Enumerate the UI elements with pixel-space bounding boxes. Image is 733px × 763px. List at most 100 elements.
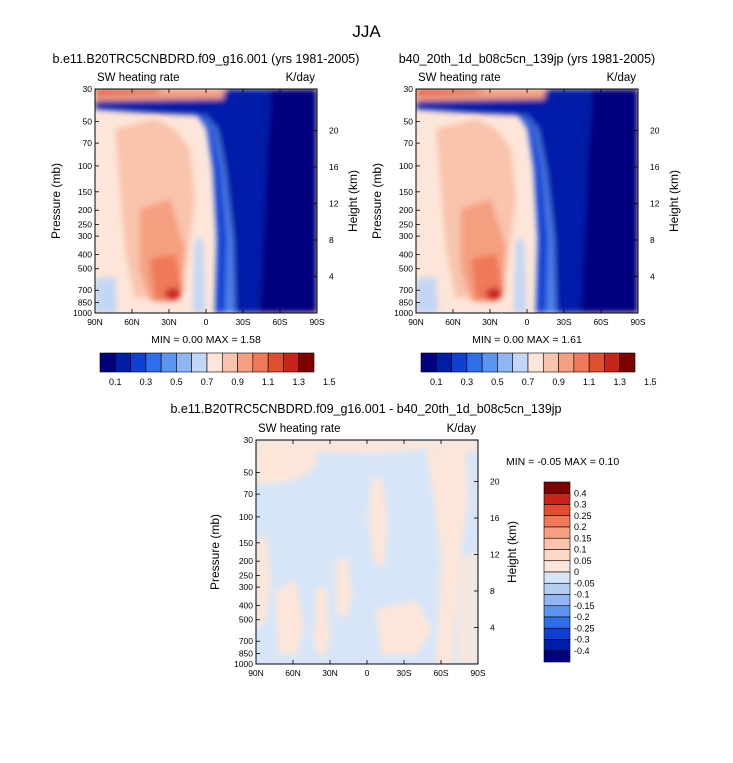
panel-a-colorbar-swatch — [298, 352, 315, 373]
panel-b-ytick-label: 850 — [399, 298, 413, 308]
panel-c-ytick-label: 500 — [239, 615, 253, 625]
panel-b-colorbar: 0.1 0.3 0.5 0.7 0.9 1.1 1.3 1.5 — [420, 352, 657, 387]
panel-b-right-label: K/day — [607, 72, 637, 84]
panel-b-colorbar-swatch — [527, 352, 544, 373]
panel-c-colorbar-swatch — [543, 616, 571, 629]
panel-a-ytick-label: 500 — [78, 264, 92, 274]
panel-b-ytick-label: 400 — [399, 249, 413, 259]
panel-c-colorbar-swatch — [543, 492, 571, 505]
panel-a-colorbar-label: 1.5 — [323, 377, 336, 387]
panel-c-colorbar-label: -0.15 — [574, 601, 595, 611]
panel-c-colorbar-label: -0.4 — [574, 646, 590, 656]
panel-a-ytick-right-label: 20 — [329, 125, 339, 135]
panel-c-colorbar-label: 0.1 — [574, 545, 587, 555]
page-title: JJA — [352, 22, 381, 41]
panel-b-ytick-label: 200 — [399, 205, 413, 215]
panel-b-colorbar-swatch — [619, 352, 636, 373]
panel-a-ytick-label: 700 — [78, 285, 92, 295]
panel-a-ytick-label: 400 — [78, 249, 92, 259]
panel-b-xtick-label: 90S — [630, 317, 645, 327]
panel-a-colorbar-label: 0.1 — [109, 377, 122, 387]
panel-a-title: b.e11.B20TRC5CNBDRD.f09_g16.001 (yrs 198… — [53, 52, 360, 66]
panel-c-colorbar-label: 0.3 — [574, 500, 587, 510]
panel-a-colorbar: 0.1 0.3 0.5 0.7 0.9 1.1 1.3 1.5 — [99, 352, 336, 387]
panel-c-colorbar-label: -0.25 — [574, 623, 595, 633]
panel-c-colorbar-swatch — [543, 481, 571, 494]
panel-c-right-label: K/day — [447, 423, 477, 435]
panel-b-colorbar-swatch — [497, 352, 514, 373]
panel-b-xtick-label: 30N — [482, 317, 498, 327]
panel-c-ytick-label: 300 — [239, 582, 253, 592]
panel-a-ytick-label: 50 — [83, 117, 93, 127]
panel-a-colorbar-swatch — [283, 352, 300, 373]
panel-b-ytick-label: 250 — [399, 219, 413, 229]
panel-a-ytick-right-label: 16 — [329, 162, 339, 172]
panel-a-ylabel: Pressure (mb) — [49, 163, 63, 239]
panel-b-ylabel-right: Height (km) — [667, 170, 681, 232]
panel-b-left-label: SW heating rate — [418, 72, 500, 84]
panel-a-xtick-label: 90N — [87, 317, 103, 327]
panel-a-ytick-right-label: 12 — [329, 198, 339, 208]
panel-c-xtick-label: 60N — [285, 668, 301, 678]
panel-a-colorbar-swatch — [99, 352, 116, 373]
panel-b-colorbar-swatch — [435, 352, 452, 373]
panel-c-xtick-label: 90S — [470, 668, 485, 678]
panel-b-colorbar-label: 0.7 — [522, 377, 535, 387]
panel-a-xtick-label: 30S — [235, 317, 250, 327]
panel-c-ytick-label: 700 — [239, 636, 253, 646]
panel-c-ytick-right-label: 12 — [490, 549, 500, 559]
panel-a-colorbar-swatch — [191, 352, 208, 373]
panel-c-colorbar-swatch — [543, 515, 571, 528]
panel-a-ytick-label: 1000 — [73, 308, 92, 318]
panel-c-colorbar-label: 0.05 — [574, 556, 592, 566]
panel-c-xtick-label: 0 — [365, 668, 370, 678]
panel-a-colorbar-swatch — [252, 352, 269, 373]
panel-b-xtick-label: 30S — [556, 317, 571, 327]
panel-c-colorbar-swatch — [543, 560, 571, 573]
panel-c-colorbar-label: -0.2 — [574, 612, 590, 622]
panel-a-colorbar-label: 1.3 — [292, 377, 305, 387]
panel-c-ytick-label: 200 — [239, 556, 253, 566]
panel-a-colorbar-label: 0.9 — [231, 377, 244, 387]
panel-b-colorbar-swatch — [542, 352, 559, 373]
panel-c-colorbar-swatch — [543, 537, 571, 550]
panel-b-ytick-label: 700 — [399, 285, 413, 295]
panel-a-colorbar-label: 1.1 — [262, 377, 275, 387]
panel-c-colorbar-swatch — [543, 627, 571, 640]
panel-c-ytick-label: 150 — [239, 538, 253, 548]
panel-c-ytick-right-label: 20 — [490, 476, 500, 486]
panel-c-ylabel: Pressure (mb) — [208, 514, 222, 590]
panel-a-ytick-label: 300 — [78, 231, 92, 241]
panel-b-colorbar-swatch — [588, 352, 605, 373]
panel-c-colorbar-label: 0 — [574, 567, 579, 577]
panel-c-ytick-right-label: 8 — [490, 586, 495, 596]
panel-b-colorbar-label: 0.3 — [461, 377, 474, 387]
panel-c-ytick-label: 250 — [239, 570, 253, 580]
panel-a-colorbar-label: 0.3 — [140, 377, 153, 387]
panel-c-colorbar-swatch — [543, 639, 571, 652]
panel-b-colorbar-swatch — [512, 352, 529, 373]
panel-c-colorbar-swatch — [543, 571, 571, 584]
panel-c-field — [256, 440, 478, 664]
panel-b-colorbar-swatch — [604, 352, 621, 373]
panel-b-colorbar-swatch — [573, 352, 590, 373]
panel-c-ytick-right-label: 4 — [490, 622, 495, 632]
panel-b-xtick-label: 90N — [408, 317, 424, 327]
panel-a-xtick-label: 60S — [272, 317, 287, 327]
panel-a-colorbar-swatch — [130, 352, 147, 373]
panel-c-ylabel-right: Height (km) — [505, 521, 519, 583]
panel-a-left-label: SW heating rate — [97, 72, 179, 84]
panel-c-colorbar-swatch — [543, 582, 571, 595]
panel-b-xtick-label: 0 — [525, 317, 530, 327]
panel-a-colorbar-swatch — [145, 352, 162, 373]
panel-b-colorbar-swatch — [481, 352, 498, 373]
panel-b-ytick-right-label: 20 — [650, 125, 660, 135]
panel-b-ytick-label: 30 — [404, 84, 414, 94]
panel-b-ytick-label: 50 — [404, 117, 414, 127]
panel-c-xtick-label: 30S — [396, 668, 411, 678]
panel-b-colorbar-label: 1.5 — [644, 377, 657, 387]
panel-c-ytick-label: 70 — [244, 489, 254, 499]
panel-c-colorbar-label: 0.25 — [574, 511, 592, 521]
panel-c-colorbar-swatch — [543, 594, 571, 607]
